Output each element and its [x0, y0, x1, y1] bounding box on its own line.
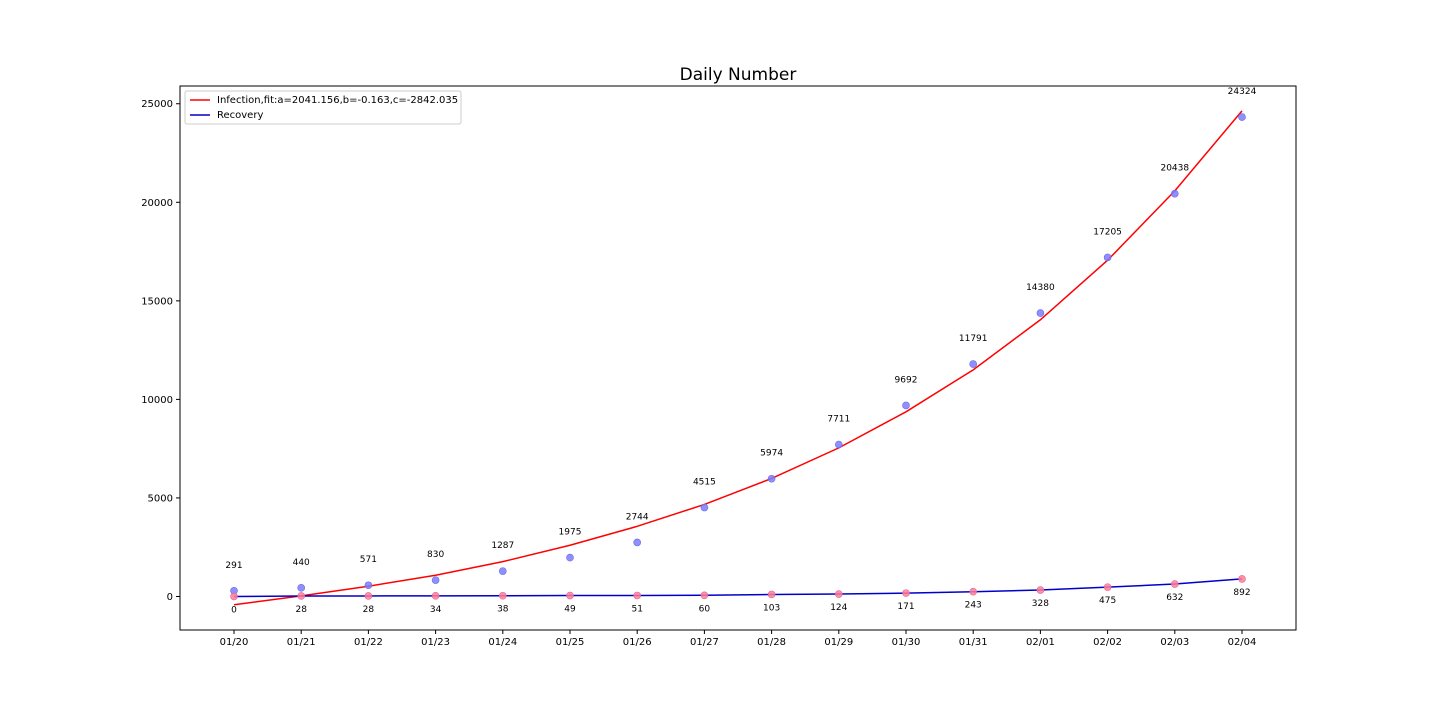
- x-axis: 01/20 01/21 01/22 01/23 01/24 01/25 01/26 01/27…: [220, 630, 1257, 648]
- legend-label-recovery: Recovery: [217, 110, 263, 121]
- recovery-point: [498, 591, 507, 600]
- infection-point: [431, 576, 440, 584]
- recovery-point: [902, 589, 910, 597]
- infection-value-label: 5974: [760, 449, 783, 459]
- x-tick-label: 01/27: [690, 637, 719, 648]
- x-tick-label: 02/01: [1026, 637, 1055, 648]
- infection-point: [1036, 309, 1045, 317]
- x-tick-label: 02/04: [1228, 637, 1257, 648]
- recovery-value-label: 124: [830, 603, 847, 613]
- infection-point: [364, 581, 373, 590]
- infection-value-label: 2744: [626, 512, 649, 522]
- infection-value-label: 9692: [895, 375, 918, 385]
- x-tick-label: 01/20: [220, 637, 249, 648]
- infection-point: [297, 584, 306, 592]
- infection-point: [633, 538, 642, 547]
- infection-value-label: 24324: [1228, 87, 1257, 97]
- recovery-point: [1103, 583, 1112, 591]
- recovery-point: [767, 590, 776, 599]
- plot-area: [179, 85, 1297, 631]
- recovery-value-label: 28: [295, 605, 307, 615]
- y-tick-label: 5000: [148, 493, 173, 504]
- x-tick-label: 01/29: [824, 637, 853, 648]
- infection-value-label: 17205: [1093, 227, 1122, 237]
- recovery-value-label: 892: [1233, 588, 1250, 598]
- recovery-value-label: 38: [497, 605, 509, 615]
- x-tick-label: 01/28: [757, 637, 786, 648]
- recovery-point: [700, 591, 709, 600]
- x-tick-label: 01/22: [354, 637, 383, 648]
- recovery-value-label: 60: [699, 604, 711, 614]
- infection-value-label: 11791: [959, 334, 988, 344]
- infection-value-label: 830: [427, 550, 444, 560]
- y-tick-label: 25000: [141, 99, 173, 110]
- recovery-point: [1036, 586, 1045, 594]
- recovery-value-label: 632: [1166, 593, 1183, 603]
- legend-box: [184, 90, 462, 125]
- infection-value-label: 291: [225, 561, 242, 571]
- x-tick-label: 01/25: [556, 637, 585, 648]
- infection-value-label: 20438: [1160, 164, 1189, 174]
- recovery-point: [633, 591, 642, 600]
- infection-point: [834, 440, 843, 449]
- chart-title: Daily Number: [680, 65, 797, 85]
- x-tick-label: 01/23: [421, 637, 450, 648]
- recovery-point: [230, 592, 238, 601]
- recovery-value-label: 34: [430, 605, 442, 615]
- recovery-point: [297, 592, 306, 600]
- recovery-value-label: 475: [1099, 596, 1116, 606]
- x-tick-label: 01/31: [959, 637, 988, 648]
- recovery-point: [431, 592, 440, 600]
- recovery-point: [834, 590, 843, 598]
- infection-point: [902, 401, 910, 410]
- x-tick-label: 01/21: [287, 637, 316, 648]
- infection-point: [1238, 113, 1246, 121]
- y-tick-label: 20000: [141, 198, 173, 209]
- legend-label-infection: Infection,fit:a=2041.156,b=-0.163,c=-284…: [217, 95, 458, 106]
- data-labels: 291 440 571 830 1287 1975 2744 4515 5974 7711 9692…: [225, 87, 1256, 615]
- recovery-point: [1171, 580, 1179, 588]
- recovery-line: [233, 578, 1243, 598]
- y-axis: 0 5000 10000 15000 20000 25000: [141, 99, 180, 603]
- infection-value-label: 1287: [491, 541, 514, 551]
- infection-point: [1171, 189, 1179, 198]
- infection-value-label: 1975: [559, 528, 582, 538]
- recovery-value-label: 28: [363, 605, 375, 615]
- x-tick-label: 01/24: [488, 637, 517, 648]
- infection-fit-line: [233, 110, 1243, 606]
- recovery-value-label: 0: [231, 605, 237, 615]
- recovery-point: [566, 591, 574, 600]
- recovery-value-label: 51: [631, 604, 642, 614]
- infection-point: [969, 360, 978, 368]
- recovery-point: [364, 592, 373, 600]
- infection-point: [1103, 253, 1112, 262]
- infection-value-label: 7711: [827, 415, 850, 425]
- infection-value-label: 571: [360, 555, 377, 565]
- recovery-value-label: 243: [965, 601, 982, 611]
- recovery-point: [969, 587, 978, 596]
- data-points: [230, 113, 1246, 601]
- recovery-value-label: 328: [1032, 599, 1049, 609]
- infection-value-label: 14380: [1026, 283, 1055, 293]
- infection-point: [566, 553, 574, 562]
- y-tick-label: 10000: [141, 395, 173, 406]
- recovery-point: [1238, 575, 1246, 583]
- infection-value-label: 4515: [693, 478, 716, 488]
- infection-point: [700, 503, 709, 512]
- infection-value-label: 440: [293, 558, 310, 568]
- legend: Infection,fit:a=2041.156,b=-0.163,c=-284…: [184, 90, 462, 125]
- x-tick-label: 01/26: [623, 637, 652, 648]
- x-tick-label: 02/02: [1093, 637, 1122, 648]
- x-tick-label: 01/30: [892, 637, 921, 648]
- x-tick-label: 02/03: [1160, 637, 1189, 648]
- infection-point: [498, 567, 507, 575]
- series-lines: [233, 110, 1243, 606]
- infection-point: [767, 474, 776, 483]
- recovery-value-label: 171: [897, 602, 914, 612]
- y-tick-label: 15000: [141, 296, 173, 307]
- recovery-value-label: 49: [564, 605, 576, 615]
- y-tick-label: 0: [167, 592, 173, 603]
- recovery-value-label: 103: [763, 603, 780, 613]
